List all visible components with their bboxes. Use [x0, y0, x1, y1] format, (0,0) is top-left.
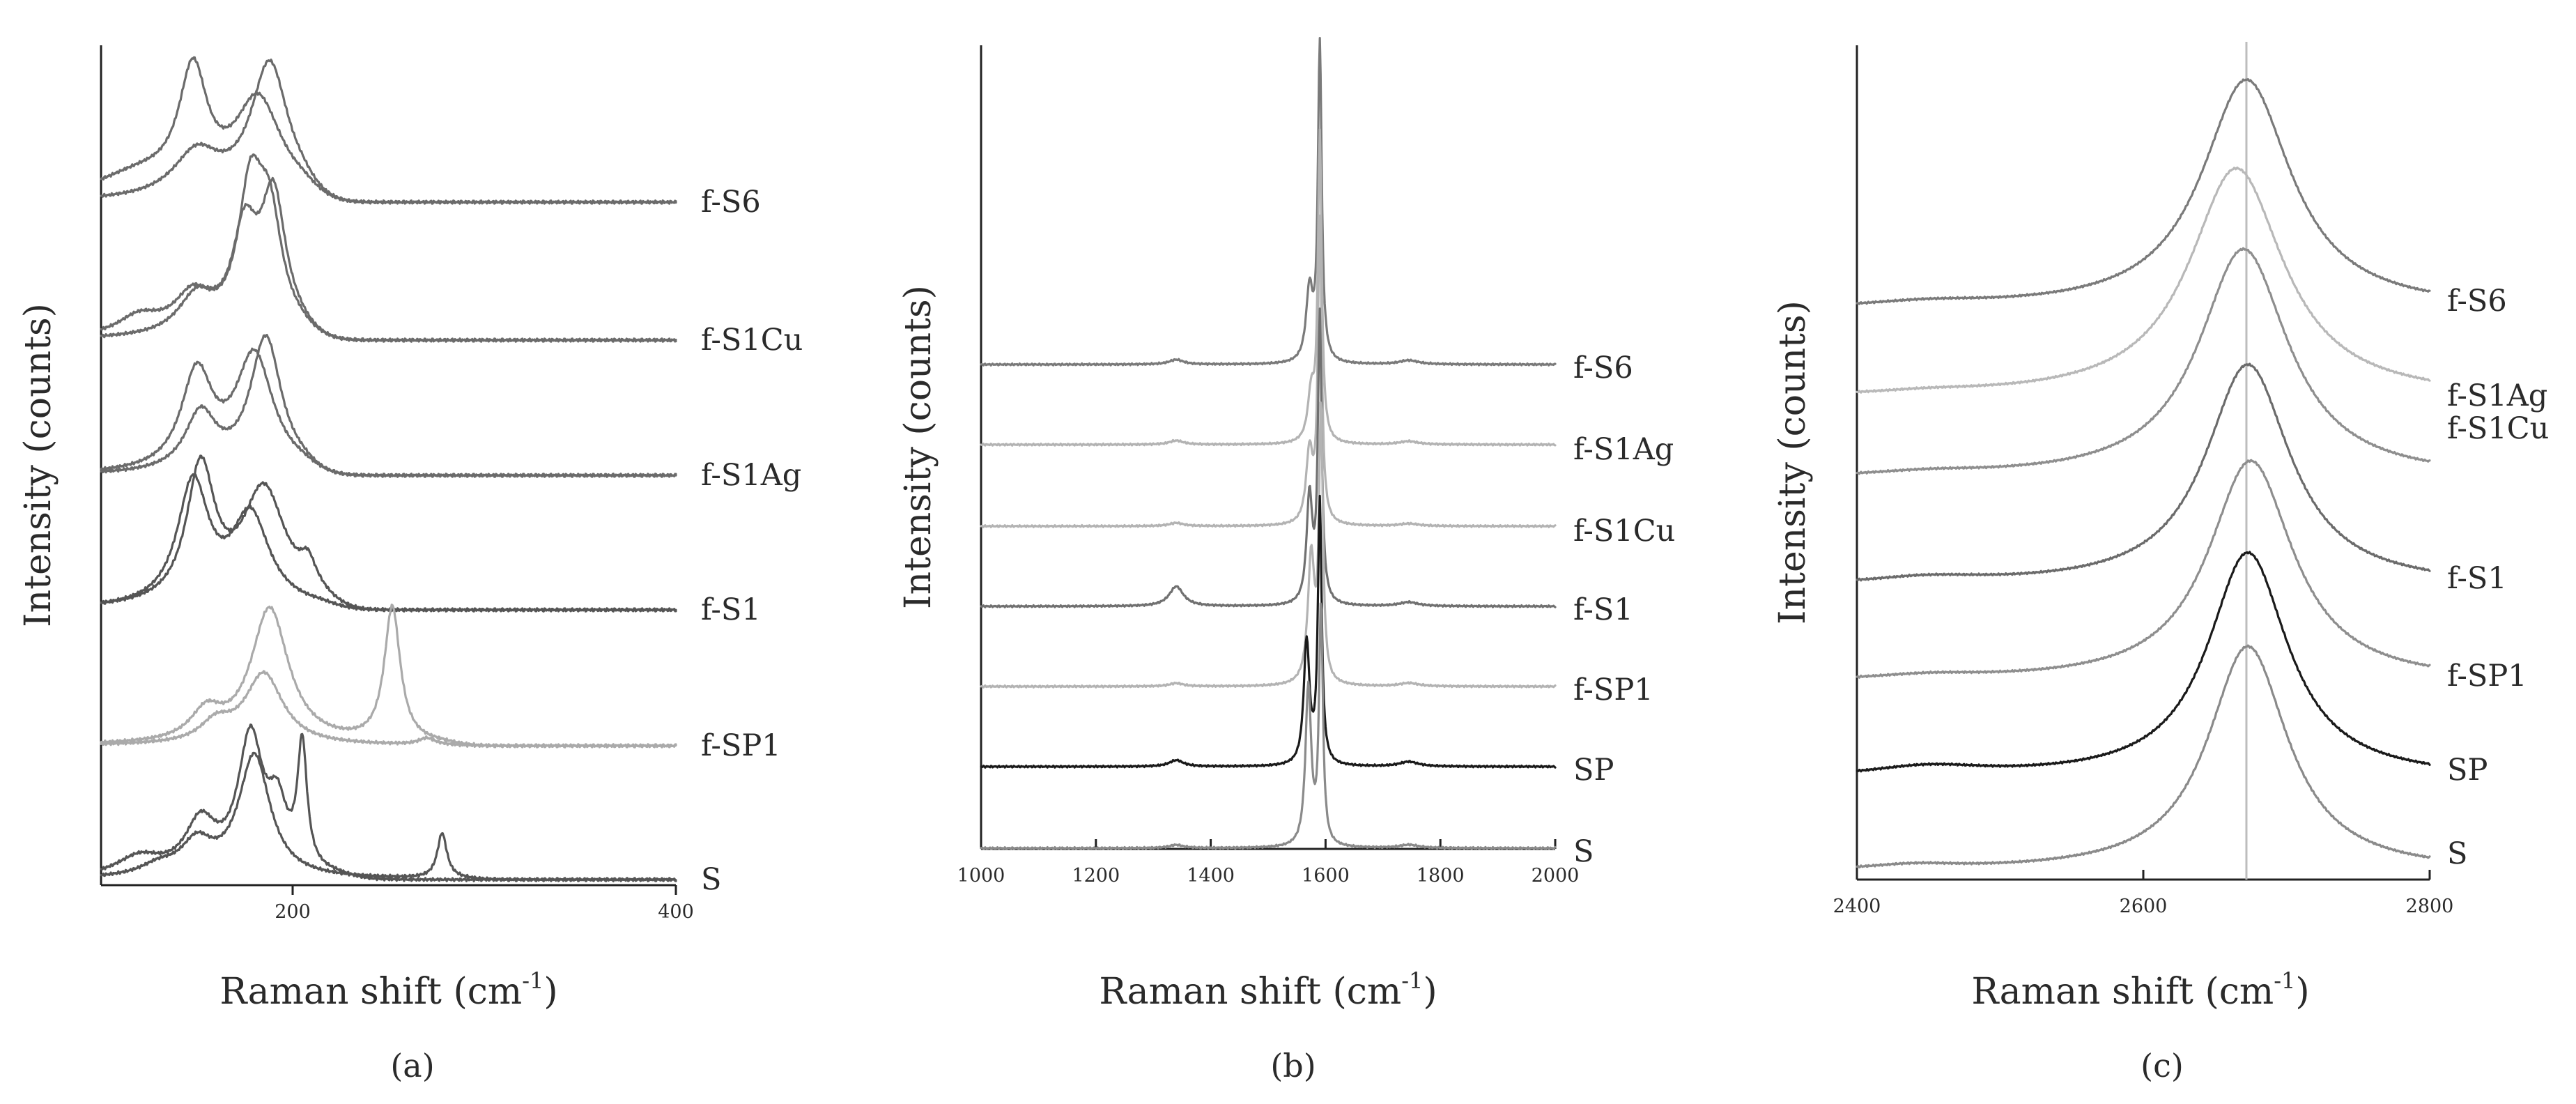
y-axis-label: Intensity (counts) [17, 303, 59, 627]
panel-b: 1000 1200 1400 1600 1800 2000 f-S6 f-S1Ag f-S1Cu… [897, 37, 1675, 1084]
series-label: f-S1Cu [2447, 411, 2549, 446]
series-label: SP [1573, 753, 1614, 788]
spectrum-trace-sp [1856, 551, 2431, 773]
x-tick-label: 1600 [1302, 865, 1350, 887]
spectrum-trace-s [1856, 644, 2431, 868]
series-label: f-S6 [1573, 351, 1633, 385]
spectrum-trace-f-sp1 [1856, 459, 2431, 679]
spectrum-trace-f-s6 [980, 37, 1557, 367]
series-label: f-S1Ag [1573, 432, 1674, 467]
panel-caption: (a) [390, 1047, 434, 1084]
spectrum-trace-f-s1 [1856, 362, 2431, 582]
x-tick-label: 400 [658, 901, 694, 923]
spectrum-trace-f-s1ag [1856, 166, 2431, 394]
spectrum-trace-f-s1 [100, 454, 677, 613]
spectrum-trace-f-s1cu [100, 153, 677, 343]
x-axis-label: Raman shift (cm-1) [219, 967, 557, 1013]
series-label: f-S6 [2447, 284, 2507, 319]
spectrum-trace-f-s1ag [100, 334, 677, 478]
spectrum-trace-f-sp1 [100, 670, 677, 749]
series-label: SP [2447, 753, 2488, 788]
series-label: f-S1Ag [701, 458, 801, 493]
spectrum-trace-sp [980, 494, 1557, 769]
spectrum-trace-s [100, 723, 677, 882]
series-label: f-S1 [2447, 561, 2507, 596]
x-tick-label: 1400 [1187, 865, 1235, 887]
series-label: f-S1 [1573, 592, 1633, 627]
series-label: S [701, 862, 721, 897]
series-label: f-S1Cu [1573, 514, 1675, 549]
y-axis-label: Intensity (counts) [897, 285, 939, 609]
spectrum-trace-f-sp1 [980, 401, 1557, 689]
x-tick-label: 200 [275, 901, 311, 923]
x-tick-label: 1000 [957, 865, 1005, 887]
spectrum-trace-f-s6 [100, 56, 677, 205]
series-label: f-SP1 [2447, 659, 2527, 693]
spectrum-trace-f-s1ag [980, 128, 1557, 447]
x-tick-label: 2400 [1833, 896, 1881, 917]
spectrum-trace-s [100, 751, 677, 882]
spectrum-trace-s [980, 602, 1557, 850]
series-label: S [2447, 836, 2467, 871]
spectrum-trace-f-s1 [980, 307, 1557, 608]
series-label: S [1573, 834, 1594, 869]
series-label: f-S6 [701, 185, 761, 220]
x-axis-label: Raman shift (cm-1) [1971, 967, 2309, 1013]
series-label: f-S1 [701, 592, 761, 627]
spectrum-trace-f-s1 [100, 473, 677, 613]
series-label: f-S1Cu [701, 323, 803, 358]
spectrum-trace-f-s6 [100, 59, 677, 205]
spectrum-trace-f-s1cu [980, 214, 1557, 528]
x-tick-label: 2800 [2406, 896, 2454, 917]
spectrum-trace-f-s1ag [100, 347, 677, 478]
panel-caption: (b) [1270, 1047, 1316, 1084]
spectrum-trace-f-s1cu [100, 176, 677, 343]
series-label: f-S1Ag [2447, 378, 2547, 413]
spectrum-trace-f-sp1 [100, 604, 677, 749]
x-tick-label: 1200 [1072, 865, 1120, 887]
x-axis-label: Raman shift (cm-1) [1099, 967, 1437, 1013]
x-tick-label: 2000 [1532, 865, 1580, 887]
spectrum-trace-f-s6 [1856, 78, 2431, 305]
y-axis-label: Intensity (counts) [1772, 300, 1814, 624]
x-tick-label: 1800 [1417, 865, 1465, 887]
spectrum-trace-f-s1cu [1856, 247, 2431, 475]
panel-caption: (c) [2141, 1047, 2184, 1084]
x-tick-label: 2600 [2120, 896, 2168, 917]
series-label: f-SP1 [701, 728, 781, 763]
panel-a: 200 400 f-S6 f-S1Cu f-S1Ag f-S1 f-SP1 S Intensit… [17, 45, 803, 1084]
series-label: f-SP1 [1573, 673, 1653, 707]
